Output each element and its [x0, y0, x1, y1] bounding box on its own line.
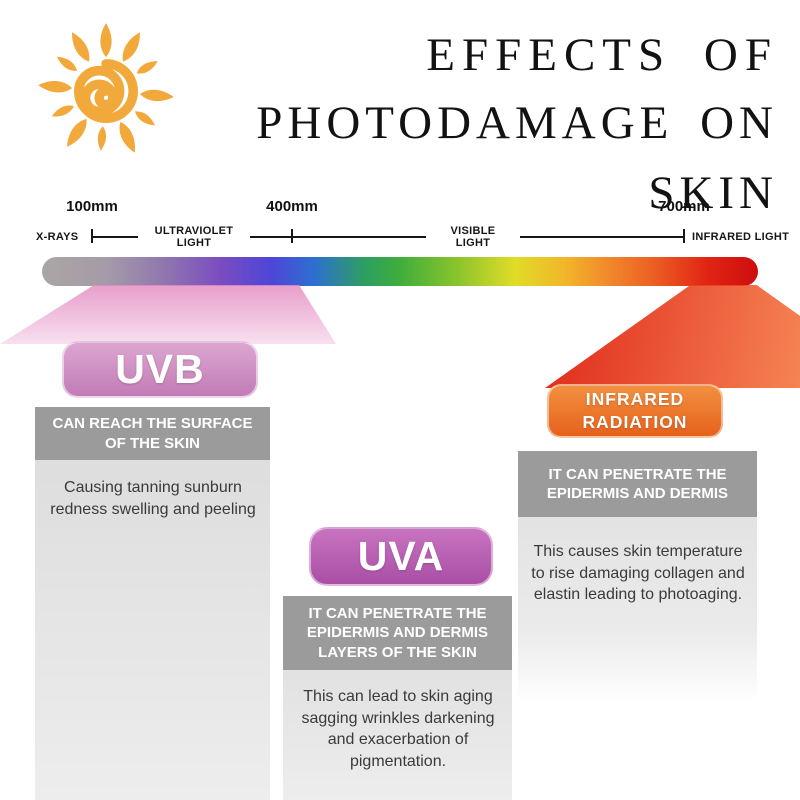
- band-label-ultraviolet: ULTRAVIOLET LIGHT: [138, 224, 250, 250]
- visible-line-1: VISIBLE: [450, 225, 496, 237]
- uva-header-box: IT CAN PENETRATE THE EPIDERMIS AND DERMI…: [283, 596, 512, 670]
- title-line-2: PHOTODAMAGE ON SKIN: [256, 97, 778, 219]
- wavelength-axis: [92, 236, 684, 238]
- uva-header-text: IT CAN PENETRATE THE EPIDERMIS AND DERMI…: [306, 604, 489, 661]
- infrared-light-beam: [545, 285, 800, 388]
- axis-tick-700: [683, 229, 685, 243]
- uvb-column-background: [35, 407, 270, 800]
- uva-label: UVA: [357, 533, 445, 579]
- uvb-header-text: CAN REACH THE SURFACE OF THE SKIN: [52, 415, 253, 452]
- ultraviolet-line-1: ULTRAVIOLET: [154, 225, 234, 237]
- band-label-visible: VISIBLE LIGHT: [426, 224, 520, 250]
- uvb-label: UVB: [115, 346, 205, 392]
- uvb-label-pill: UVB: [62, 341, 258, 398]
- infrared-body-text: This causes skin temperature to rise dam…: [531, 543, 745, 604]
- infrared-header-text: IT CAN PENETRATE THE EPIDERMIS AND DERMI…: [546, 465, 729, 503]
- sun-icon: [38, 23, 174, 153]
- tick-label-100mm: 100mm: [66, 198, 118, 215]
- uvb-body-text: Causing tanning sunburn redness swelling…: [50, 479, 256, 518]
- infrared-label: INFRARED RADIATION: [582, 389, 688, 432]
- uv-light-beam: [0, 285, 336, 344]
- axis-tick-100: [91, 229, 93, 243]
- uvb-header-box: CAN REACH THE SURFACE OF THE SKIN: [35, 407, 270, 460]
- uva-label-pill: UVA: [309, 527, 493, 586]
- band-label-xrays: X-RAYS: [36, 231, 79, 243]
- page-title: EFFECTS OF PHOTODAMAGE ON SKIN: [120, 22, 778, 228]
- title-line-1: EFFECTS OF: [426, 29, 778, 81]
- ultraviolet-line-2: LIGHT: [176, 237, 212, 249]
- uva-body-text: This can lead to skin aging sagging wrin…: [301, 688, 495, 770]
- visible-line-2: LIGHT: [455, 237, 491, 249]
- tick-label-400mm: 400mm: [266, 198, 318, 215]
- tick-label-700mm: 700mm: [658, 198, 710, 215]
- infrared-header-box: IT CAN PENETRATE THE EPIDERMIS AND DERMI…: [518, 451, 757, 517]
- band-label-infrared: INFRARED LIGHT: [692, 231, 790, 243]
- infrared-label-pill: INFRARED RADIATION: [547, 384, 723, 438]
- light-spectrum-bar: [42, 257, 758, 286]
- axis-tick-400: [291, 229, 293, 243]
